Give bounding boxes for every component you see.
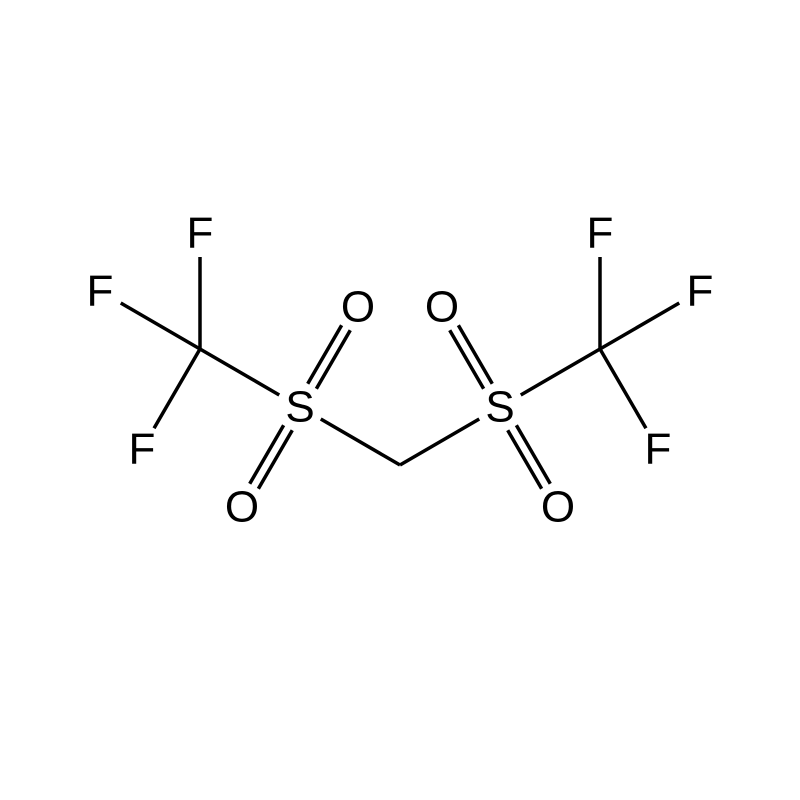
atom-label-o: O bbox=[225, 483, 259, 532]
molecule-diagram: S S O O O O F F F F F F bbox=[0, 0, 800, 800]
atom-label-f: F bbox=[587, 209, 614, 258]
atom-label-f: F bbox=[129, 425, 156, 474]
bond-layer bbox=[121, 257, 679, 489]
atom-label-f: F bbox=[187, 209, 214, 258]
atom-label-s: S bbox=[485, 383, 514, 432]
bond bbox=[600, 303, 679, 349]
bond bbox=[521, 349, 600, 395]
atom-layer: S S O O O O F F F F F F bbox=[87, 209, 714, 532]
atom-label-o: O bbox=[341, 283, 375, 332]
bond bbox=[400, 419, 479, 465]
atom-label-f: F bbox=[87, 267, 114, 316]
atom-label-f: F bbox=[645, 425, 672, 474]
bond bbox=[154, 349, 200, 428]
atom-label-o: O bbox=[541, 483, 575, 532]
bond bbox=[321, 419, 400, 465]
atom-label-f: F bbox=[687, 267, 714, 316]
atom-label-o: O bbox=[425, 283, 459, 332]
bond bbox=[200, 349, 279, 395]
bond bbox=[600, 349, 646, 428]
bond bbox=[121, 303, 200, 349]
atom-label-s: S bbox=[285, 383, 314, 432]
